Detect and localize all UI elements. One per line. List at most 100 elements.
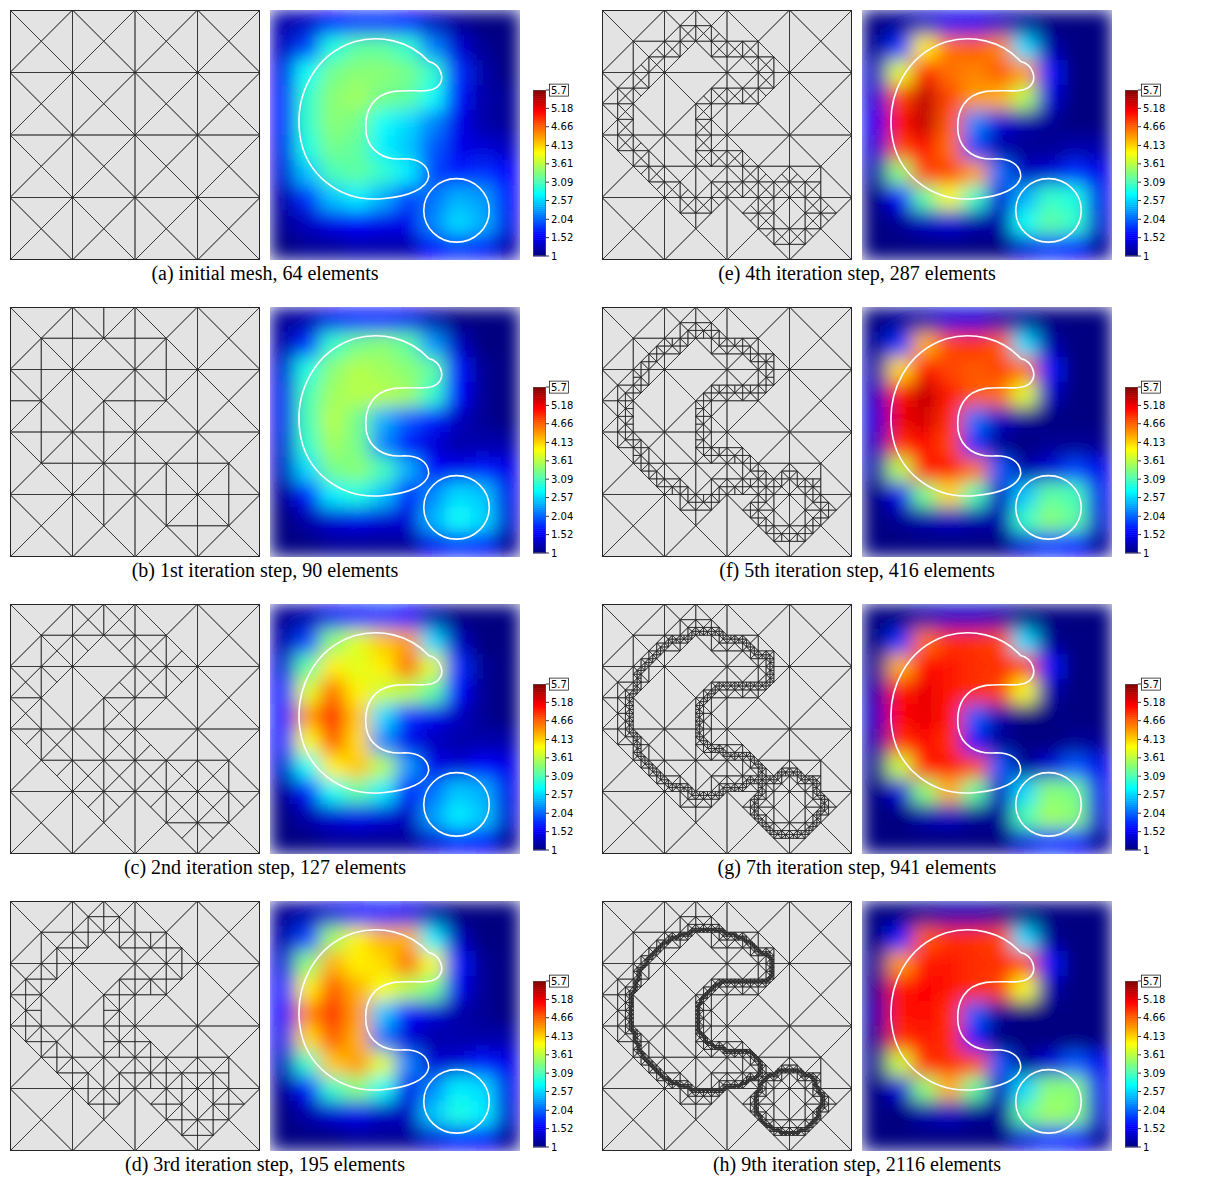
mesh-element xyxy=(198,604,261,635)
mesh-element xyxy=(135,10,198,41)
mesh-element xyxy=(166,463,197,494)
mesh-element xyxy=(633,151,641,167)
heat-cell xyxy=(445,951,471,977)
mesh-element xyxy=(135,370,166,401)
mesh-element xyxy=(135,463,166,494)
mesh-element xyxy=(198,635,261,666)
mesh-element xyxy=(26,1010,42,1026)
heat-cell xyxy=(1062,35,1088,61)
mesh-element xyxy=(633,448,641,456)
mesh-element xyxy=(119,1042,135,1058)
mesh-element xyxy=(135,401,198,432)
mesh-element xyxy=(649,49,665,57)
boundary-curve xyxy=(424,773,489,836)
mesh-element xyxy=(727,182,735,198)
heat-cell xyxy=(320,160,346,186)
heat-cell xyxy=(470,432,496,458)
heat-cell xyxy=(320,135,346,161)
mesh-element xyxy=(641,377,649,385)
mesh-element xyxy=(10,135,73,166)
mesh-element xyxy=(10,166,73,197)
heat-cell xyxy=(295,629,321,655)
mesh-element xyxy=(618,385,626,401)
heat-cell xyxy=(320,604,346,630)
heat-cell xyxy=(370,110,396,136)
mesh-element xyxy=(73,1120,136,1151)
heat-cells xyxy=(270,604,520,854)
mesh-element xyxy=(735,88,743,104)
mesh-ground xyxy=(602,307,852,557)
mesh-element xyxy=(758,205,774,213)
heat-cell xyxy=(295,1076,321,1102)
mesh-element xyxy=(790,229,798,245)
mesh-element xyxy=(229,10,260,73)
mesh-element xyxy=(790,213,806,229)
heat-cell xyxy=(495,901,520,927)
mesh-element xyxy=(774,182,790,190)
heat-cell xyxy=(270,457,296,483)
heat-cell xyxy=(295,85,321,111)
mesh-element xyxy=(41,401,72,432)
mesh-element xyxy=(727,57,743,73)
mesh-element xyxy=(119,604,135,635)
mesh-element xyxy=(104,760,135,776)
heat-cell xyxy=(395,235,421,260)
heat-cell xyxy=(320,704,346,730)
mesh-element xyxy=(10,698,41,714)
heat-cell xyxy=(320,432,346,458)
color-bar-tick xyxy=(546,794,549,795)
mesh-frame xyxy=(11,11,260,260)
mesh-element xyxy=(135,401,166,432)
mesh-element xyxy=(657,479,665,487)
mesh-element xyxy=(790,182,806,190)
mesh-element xyxy=(602,73,633,89)
heat-cell xyxy=(370,679,396,705)
heat-cell xyxy=(270,407,296,433)
mesh-element xyxy=(10,495,41,558)
mesh-element xyxy=(625,416,633,424)
mesh-element xyxy=(73,463,104,494)
heat-cell xyxy=(295,829,321,854)
mesh-element xyxy=(633,377,641,385)
heat-cell xyxy=(395,976,421,1002)
heat-cell xyxy=(295,307,321,333)
heat-cell xyxy=(345,457,371,483)
heat-cell xyxy=(270,532,296,557)
heat-cell xyxy=(320,754,346,780)
mesh-element xyxy=(10,604,73,635)
mesh-element xyxy=(602,73,618,104)
mesh-element xyxy=(73,432,104,463)
heat-cell xyxy=(1037,185,1063,211)
mesh-element xyxy=(633,41,664,57)
heat-cell xyxy=(270,1101,296,1127)
mesh-element xyxy=(10,682,41,698)
heat-cell xyxy=(270,654,296,680)
color-bar-label: 3.61 xyxy=(1143,158,1165,169)
mesh-element xyxy=(727,96,743,104)
heat-cell xyxy=(1037,160,1063,186)
mesh-element xyxy=(41,604,72,635)
heat-cell xyxy=(370,210,396,236)
mesh-element xyxy=(135,338,166,369)
mesh-element xyxy=(104,401,135,432)
heat-cell xyxy=(495,629,520,655)
mesh-element xyxy=(758,88,774,96)
heat-cell xyxy=(395,457,421,483)
mesh-frame xyxy=(11,308,260,557)
mesh-element xyxy=(135,729,198,760)
mesh-element xyxy=(649,135,665,166)
heat-cell xyxy=(470,507,496,533)
heat-cell xyxy=(420,407,446,433)
heat-cell xyxy=(495,382,520,408)
mesh-element xyxy=(182,792,198,823)
mesh-element xyxy=(135,1089,166,1105)
heat-cell xyxy=(320,1051,346,1077)
heat-cell xyxy=(445,35,471,61)
heat-cell xyxy=(445,901,471,927)
mesh-element xyxy=(41,307,72,338)
mesh-element xyxy=(166,792,197,808)
mesh-element xyxy=(41,964,57,980)
mesh-element xyxy=(696,135,704,151)
mesh xyxy=(10,307,260,557)
mesh-element xyxy=(135,1120,198,1151)
